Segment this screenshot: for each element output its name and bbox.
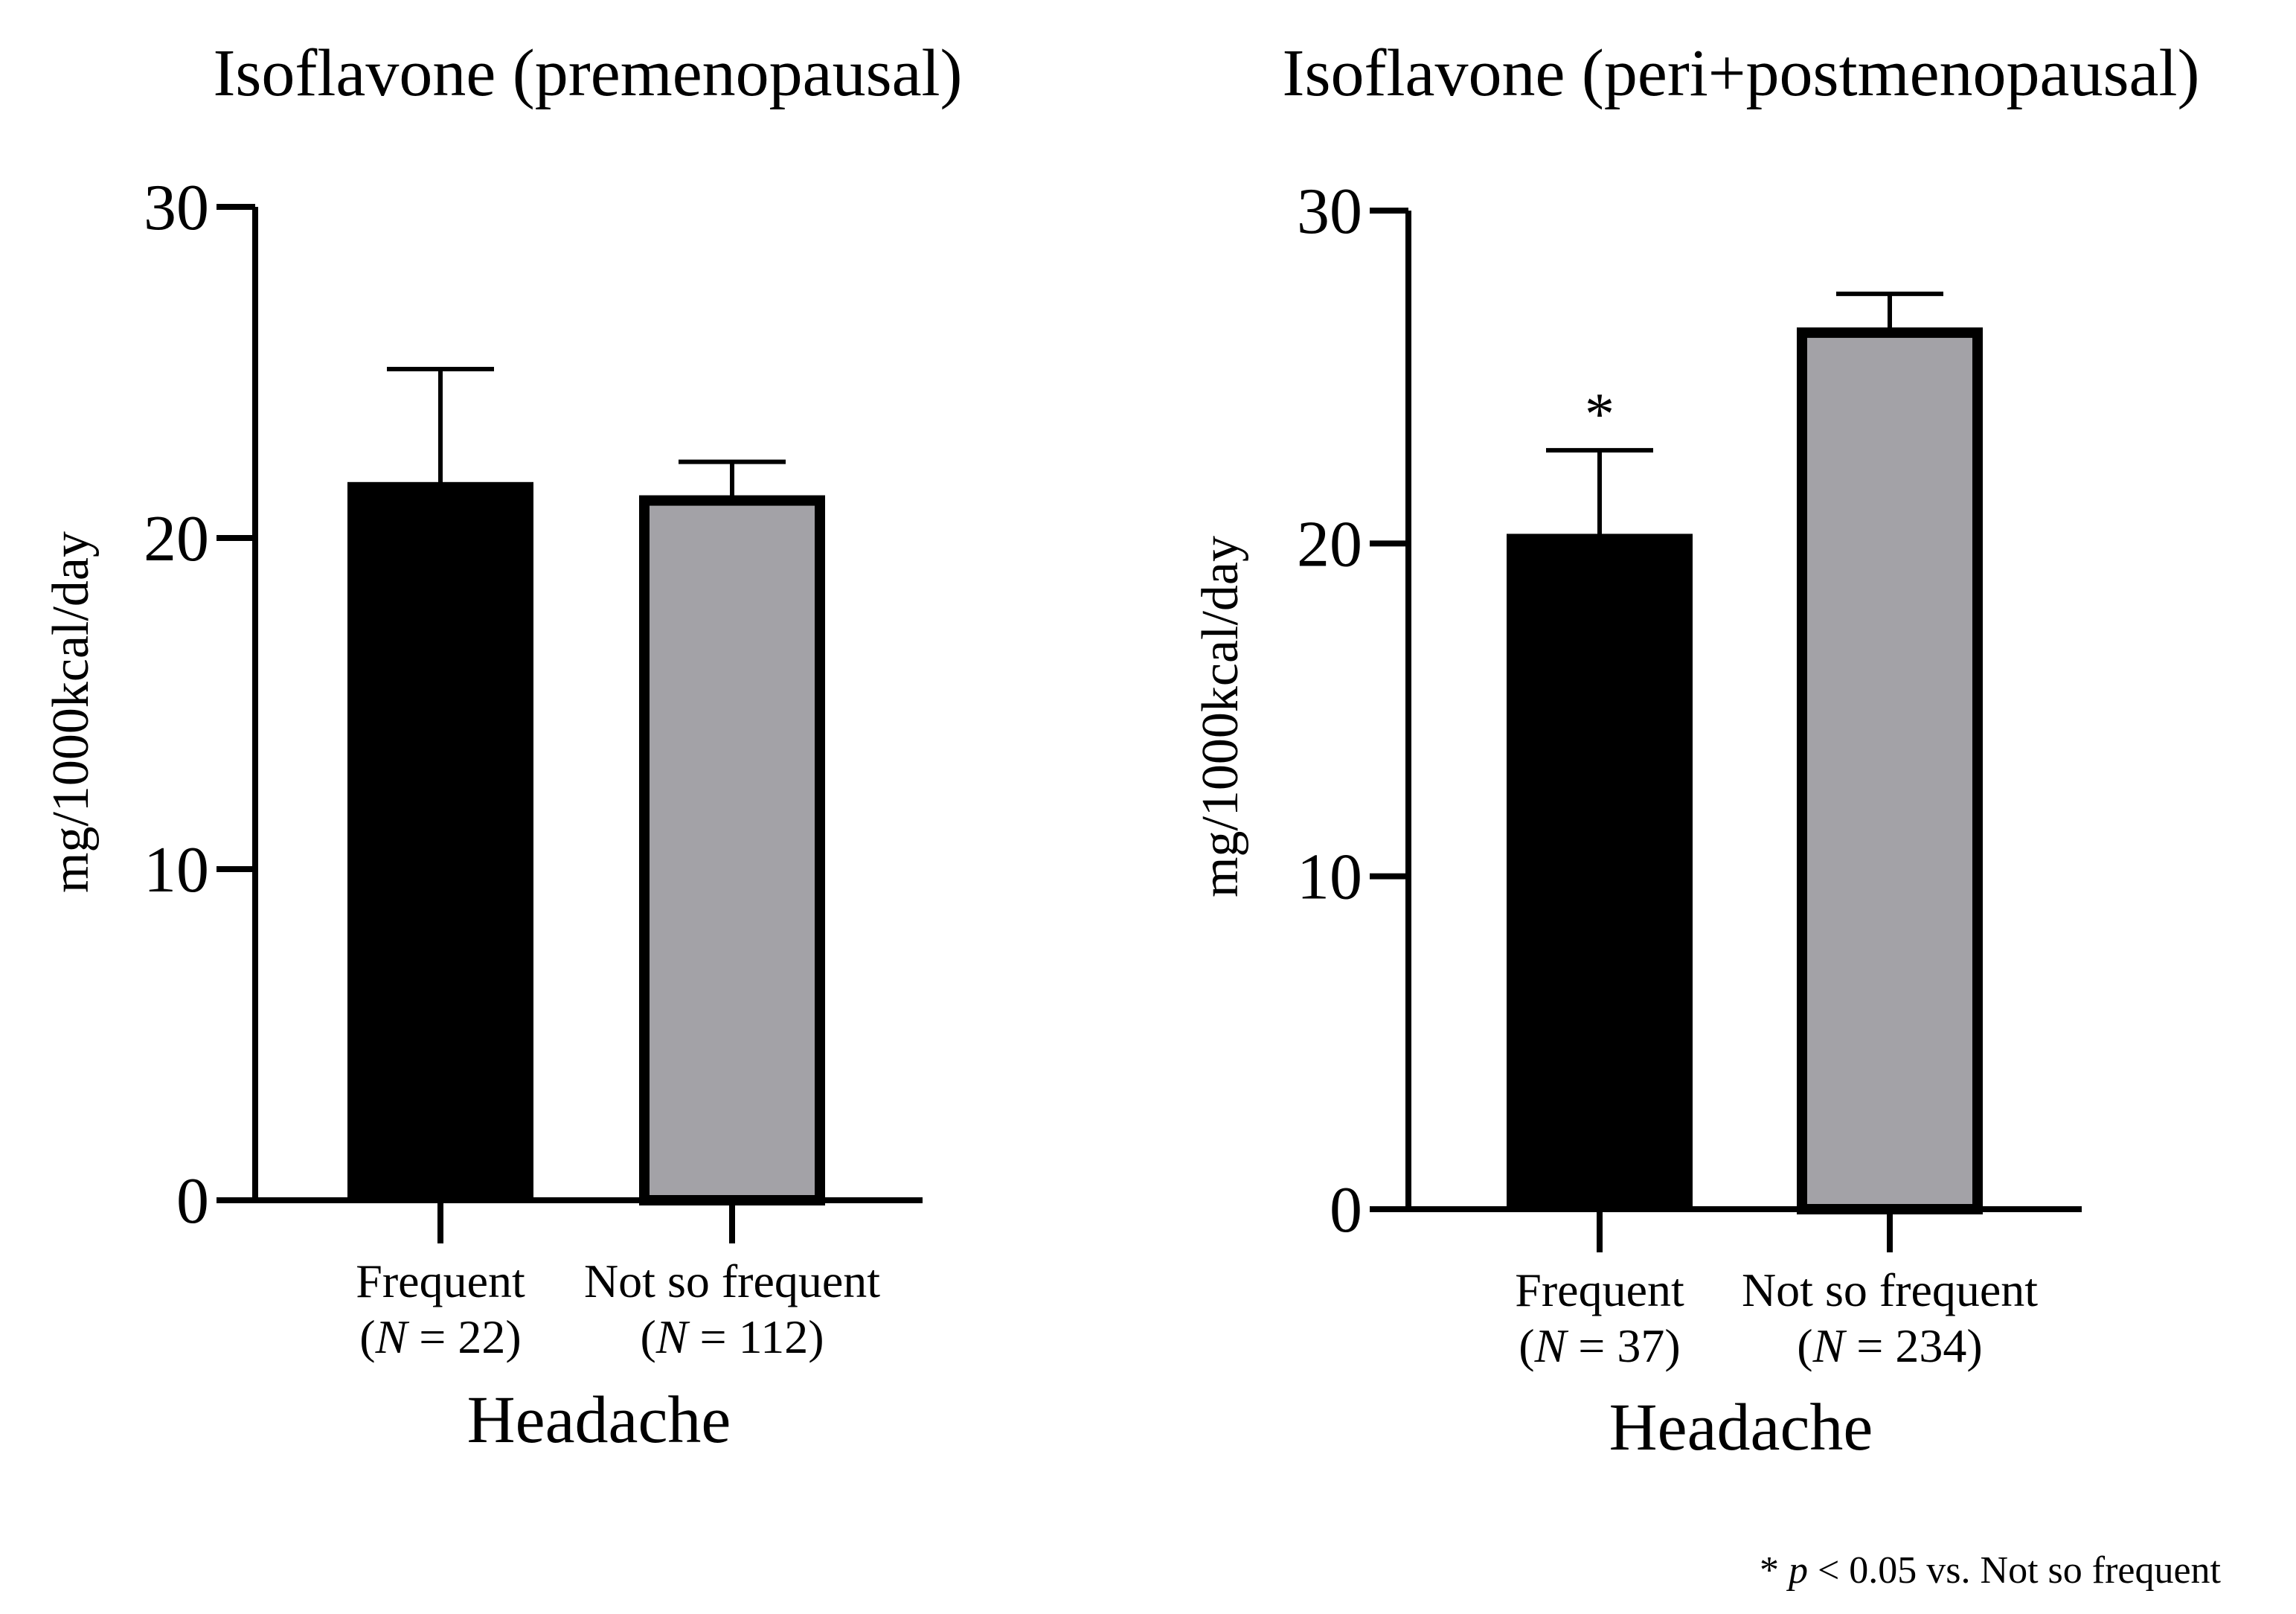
footnote-rest: < 0.05 vs. Not so frequent [1808,1549,2222,1592]
bar [347,481,533,1200]
y-tick-label: 10 [144,834,209,906]
x-axis-label: Headache [467,1383,731,1457]
category-n-label: (N = 112) [640,1310,824,1363]
y-tick-label: 0 [176,1165,209,1237]
category-n-label: (N = 22) [359,1310,521,1363]
bar [639,495,825,1205]
category-n-label: (N = 37) [1519,1319,1680,1372]
y-tick-label: 30 [1297,176,1362,248]
chart-title: Isoflavone (peri+postmenopausal) [1283,36,2200,110]
category-n-label: (N = 234) [1797,1319,1982,1372]
y-tick-label: 10 [1297,842,1362,914]
x-axis-label: Headache [1609,1391,1873,1464]
footnote: * p < 0.05 vs. Not so frequent [1760,1549,2222,1592]
significance-marker: * [1585,382,1614,447]
bar [1507,534,1693,1209]
footnote-prefix: * [1760,1549,1789,1592]
y-tick-label: 0 [1330,1174,1362,1246]
y-tick-label: 20 [1297,508,1362,580]
y-tick-label: 20 [144,503,209,575]
chart-panel-peri-postmenopausal: Isoflavone (peri+postmenopausal) mg/1000… [1192,36,2199,1464]
chart-title: Isoflavone (premenopausal) [213,36,962,110]
bar [1797,327,1983,1214]
category-label: Frequent [1515,1264,1684,1316]
y-tick-label: 30 [144,172,209,244]
category-label: Not so frequent [584,1255,880,1307]
footnote-p-var: p [1786,1549,1808,1592]
y-axis-label: mg/1000kcal/day [42,531,100,893]
category-label: Not so frequent [1742,1264,2038,1316]
chart-panel-premenopausal: Isoflavone (premenopausal) mg/1000kcal/d… [42,36,963,1457]
category-label: Frequent [356,1255,525,1307]
y-axis-label: mg/1000kcal/day [1192,536,1249,897]
